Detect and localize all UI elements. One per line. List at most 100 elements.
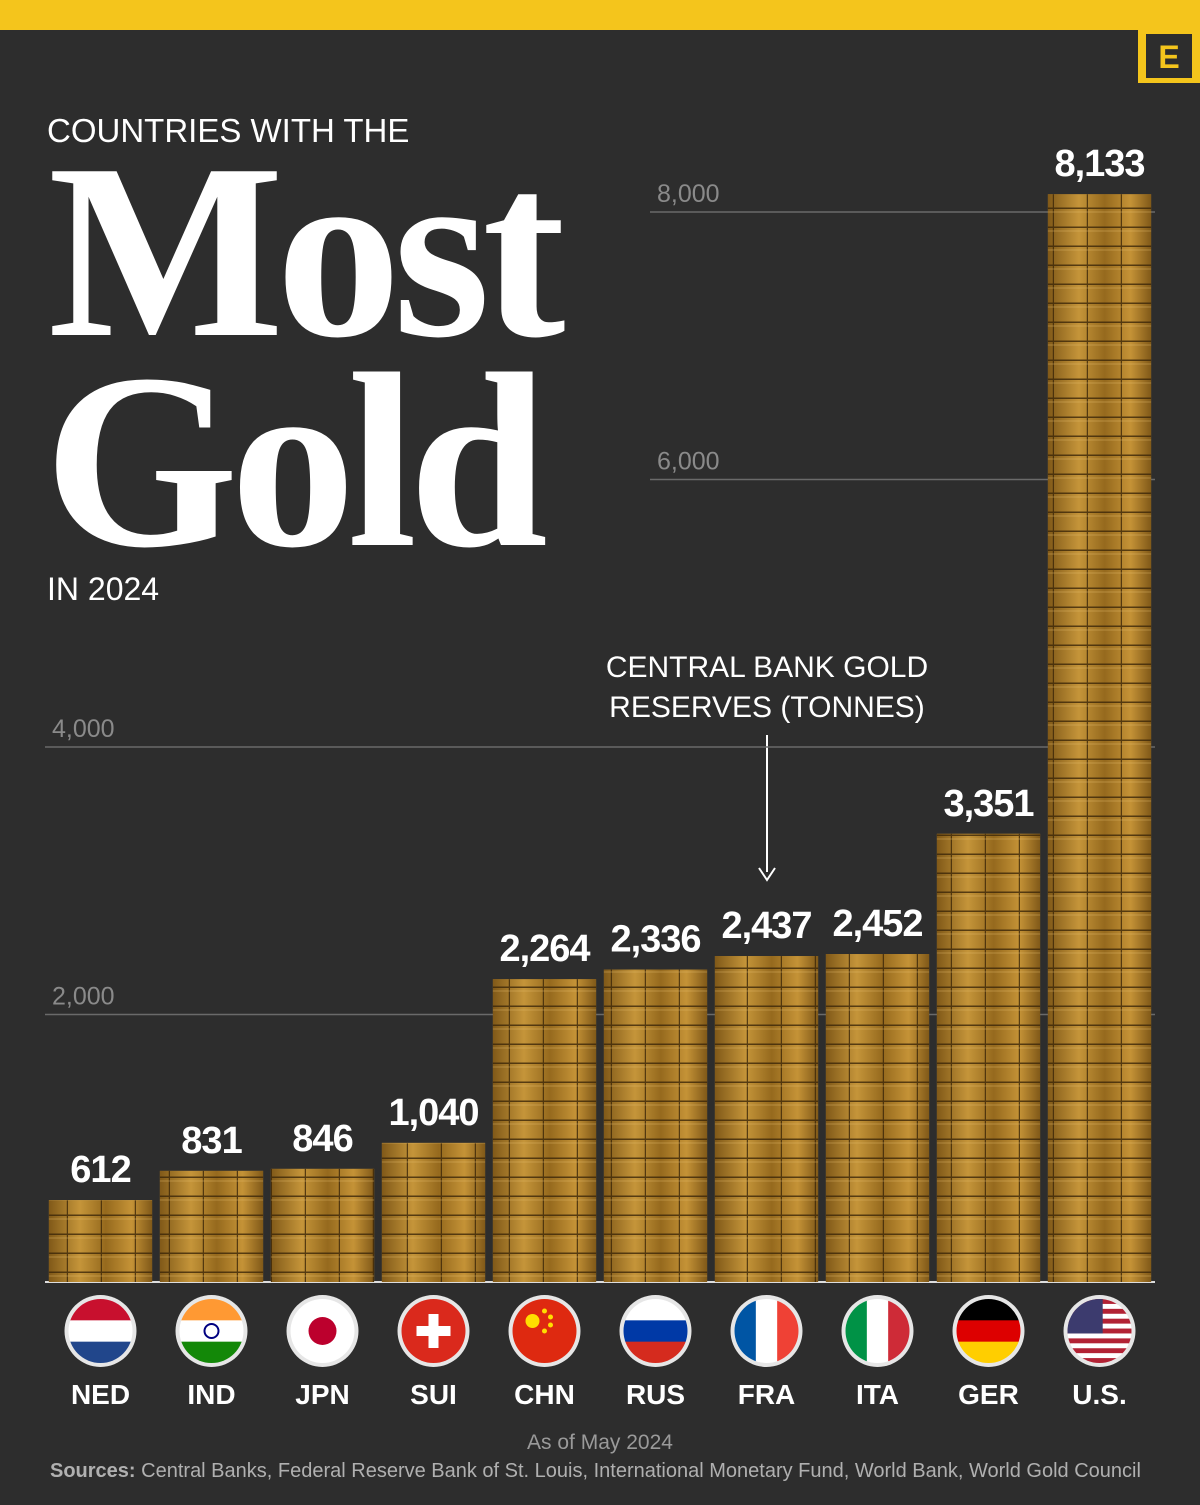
flag [175, 1295, 248, 1367]
x-tick-label: GER [958, 1379, 1019, 1410]
sources-text: Central Banks, Federal Reserve Bank of S… [141, 1460, 1141, 1482]
value-label: 2,437 [721, 905, 811, 947]
annotation: RESERVES (TONNES) [609, 691, 925, 724]
flag-body [179, 1299, 244, 1363]
value-label: 831 [181, 1120, 242, 1162]
flag [841, 1295, 914, 1367]
flag-part [68, 1341, 133, 1363]
flag-part [1067, 1353, 1132, 1359]
flag-part [956, 1299, 1021, 1321]
flag [952, 1295, 1025, 1367]
flag-part [755, 1299, 778, 1363]
flag-part [777, 1299, 799, 1363]
logo-inner [1146, 34, 1192, 78]
bar-bricks [270, 1168, 375, 1282]
x-tick-label: ITA [856, 1379, 899, 1410]
y-tick-label: 6,000 [657, 448, 720, 476]
bar-bricks [381, 1142, 486, 1282]
value-label: 846 [292, 1118, 352, 1160]
flag-body [68, 1299, 133, 1363]
value-label: 2,336 [610, 919, 700, 961]
value-label: 612 [70, 1149, 130, 1191]
flag-part [734, 1299, 757, 1363]
x-tick-label: CHN [514, 1379, 575, 1410]
flag [730, 1295, 803, 1367]
flag-body [290, 1299, 355, 1363]
x-tick-label: IND [187, 1379, 235, 1410]
bar-bricks [603, 969, 708, 1282]
flag-part [68, 1320, 133, 1343]
bar-bricks [825, 954, 930, 1282]
flag-part [1067, 1348, 1132, 1354]
flag-part [1067, 1358, 1132, 1363]
x-tick-label: FRA [738, 1379, 796, 1410]
flag-part [845, 1299, 868, 1363]
flag [64, 1295, 137, 1367]
flag-body [1067, 1299, 1132, 1363]
sources: Sources: Central Banks, Federal Reserve … [50, 1460, 1141, 1482]
flag-body [734, 1299, 799, 1363]
x-tick-label: RUS [626, 1379, 685, 1410]
value-label: 8,133 [1054, 143, 1144, 185]
flag-part [308, 1317, 337, 1345]
flag-part [542, 1308, 547, 1314]
y-tick-label: 4,000 [52, 715, 115, 743]
value-label: 2,264 [499, 928, 590, 970]
flag-body [956, 1299, 1021, 1363]
flag-part [956, 1341, 1021, 1363]
flag-body [401, 1299, 466, 1363]
flag [1063, 1295, 1136, 1367]
bar-bricks [492, 979, 597, 1282]
note: As of May 2024 [527, 1431, 673, 1454]
flag [508, 1295, 581, 1367]
value-label: 3,351 [943, 783, 1034, 825]
x-tick-label: U.S. [1072, 1379, 1126, 1410]
bar-bricks [159, 1170, 264, 1282]
flag-part [179, 1320, 244, 1343]
x-tick-label: NED [71, 1379, 130, 1410]
bar-bricks [936, 833, 1041, 1282]
flag-part [1067, 1343, 1132, 1349]
flag-part [179, 1341, 244, 1363]
flag [397, 1295, 470, 1367]
flag-part [548, 1314, 553, 1320]
subtitle: IN 2024 [47, 571, 159, 607]
flag-body [512, 1299, 577, 1363]
flag-part [525, 1314, 540, 1328]
y-tick-label: 2,000 [52, 983, 115, 1011]
header: COUNTRIES WITH THE [47, 112, 409, 149]
flag-part [179, 1299, 244, 1321]
bar-bricks [714, 956, 819, 1282]
title-line: Most [48, 113, 565, 390]
title-line: Gold [44, 323, 546, 600]
value-label: 2,452 [832, 903, 922, 945]
flag-part [416, 1326, 451, 1336]
flag-part [956, 1320, 1021, 1343]
flag-part [203, 1323, 220, 1339]
flag-part [1067, 1333, 1132, 1339]
flag-part [548, 1322, 553, 1328]
flag [286, 1295, 359, 1367]
flag-part [542, 1328, 547, 1334]
bar-bricks [48, 1200, 153, 1282]
flag-part [623, 1299, 688, 1321]
flag-part [68, 1299, 133, 1321]
flag-part [888, 1299, 910, 1363]
annotation: CENTRAL BANK GOLD [606, 651, 928, 684]
sources-label: Sources: [50, 1460, 136, 1482]
x-tick-label: SUI [410, 1379, 457, 1410]
x-tick-label: JPN [295, 1379, 349, 1410]
bar-bricks [1047, 194, 1152, 1283]
flag-body [845, 1299, 910, 1363]
y-tick-label: 8,000 [657, 180, 720, 208]
flag [619, 1295, 692, 1367]
flag-part [623, 1320, 688, 1343]
top-band [0, 0, 1200, 30]
annotation-arrowhead [758, 867, 776, 882]
flag-part [1067, 1338, 1132, 1344]
flag-part [623, 1341, 688, 1363]
value-label: 1,040 [388, 1092, 478, 1134]
flag-body [623, 1299, 688, 1363]
